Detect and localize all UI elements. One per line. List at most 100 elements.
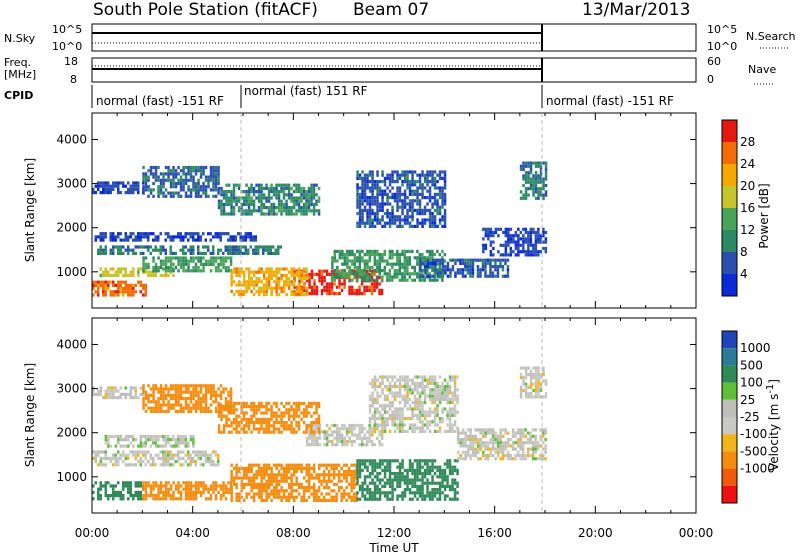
data-cell	[441, 225, 444, 228]
data-cell	[250, 405, 253, 408]
data-cell	[245, 203, 248, 206]
data-cell	[268, 464, 271, 467]
data-cell	[185, 182, 188, 185]
data-cell	[444, 253, 447, 256]
data-cell	[421, 385, 424, 388]
data-cell	[155, 249, 158, 252]
data-cell	[167, 488, 170, 491]
data-cell	[295, 496, 298, 499]
data-cell	[434, 459, 437, 462]
data-cell	[464, 259, 467, 262]
data-cell	[451, 472, 454, 475]
data-cell	[280, 245, 283, 248]
data-cell	[366, 199, 369, 202]
data-cell	[356, 475, 359, 478]
data-cell	[530, 253, 533, 256]
data-cell	[235, 427, 238, 430]
data-cell	[313, 279, 316, 282]
data-cell	[245, 290, 248, 293]
data-cell	[145, 284, 148, 287]
data-cell	[361, 269, 364, 272]
data-cell	[361, 437, 364, 440]
data-cell	[157, 266, 160, 269]
data-cell	[145, 188, 148, 191]
data-cell	[177, 435, 180, 438]
data-cell	[381, 190, 384, 193]
data-cell	[260, 470, 263, 473]
data-cell	[102, 290, 105, 293]
data-cell	[202, 185, 205, 188]
data-cell	[175, 169, 178, 172]
data-cell	[162, 267, 165, 270]
data-cell	[165, 460, 168, 463]
data-cell	[515, 247, 518, 250]
data-cell	[102, 232, 105, 235]
data-cell	[275, 421, 278, 424]
data-cell	[253, 492, 256, 495]
data-cell	[130, 293, 133, 296]
data-cell	[253, 206, 256, 209]
data-cell	[336, 424, 339, 427]
data-cell	[368, 286, 371, 289]
data-cell	[421, 420, 424, 423]
data-cell	[185, 397, 188, 400]
data-cell	[132, 293, 135, 296]
data-cell	[306, 443, 309, 446]
data-cell	[394, 385, 397, 388]
data-cell	[330, 480, 333, 483]
data-cell	[406, 222, 409, 225]
data-cell	[112, 497, 115, 500]
data-cell	[278, 184, 281, 187]
data-cell	[260, 200, 263, 203]
data-cell	[100, 457, 103, 460]
data-cell	[288, 283, 291, 286]
data-cell	[228, 408, 231, 411]
data-cell	[310, 473, 313, 476]
data-cell	[325, 492, 328, 495]
data-cell	[361, 469, 364, 472]
data-cell	[439, 218, 442, 221]
data-cell	[145, 488, 148, 491]
data-cell	[275, 271, 278, 274]
data-cell	[532, 247, 535, 250]
data-cell	[334, 269, 337, 272]
data-cell	[212, 260, 215, 263]
data-cell	[140, 494, 143, 497]
data-cell	[162, 494, 165, 497]
data-cell	[100, 488, 103, 491]
data-cell	[195, 384, 198, 387]
data-cell	[177, 260, 180, 263]
data-cell	[100, 235, 103, 238]
data-cell	[270, 431, 273, 434]
data-cell	[220, 391, 223, 394]
data-cell	[303, 193, 306, 196]
data-cell	[364, 174, 367, 177]
data-cell	[150, 494, 153, 497]
data-cell	[255, 405, 257, 408]
data-cell	[265, 405, 268, 408]
data-cell	[120, 267, 123, 270]
data-cell	[310, 190, 313, 193]
data-cell	[379, 190, 382, 193]
data-cell	[265, 287, 268, 290]
data-cell	[177, 235, 180, 238]
data-cell	[200, 256, 203, 259]
data-cell	[424, 256, 427, 259]
data-cell	[202, 266, 205, 269]
data-cell	[132, 494, 135, 497]
data-cell	[359, 186, 362, 189]
data-cell	[346, 250, 349, 253]
data-cell	[313, 483, 316, 486]
data-cell	[527, 165, 530, 168]
data-cell	[137, 491, 140, 494]
data-cell	[162, 491, 165, 494]
data-cell	[411, 212, 414, 215]
data-cell	[245, 280, 248, 283]
data-cell	[409, 488, 412, 491]
data-cell	[275, 190, 278, 193]
data-cell	[172, 394, 175, 397]
data-cell	[155, 435, 158, 438]
data-cell	[348, 437, 351, 440]
data-cell	[140, 267, 143, 270]
data-cell	[399, 462, 402, 465]
